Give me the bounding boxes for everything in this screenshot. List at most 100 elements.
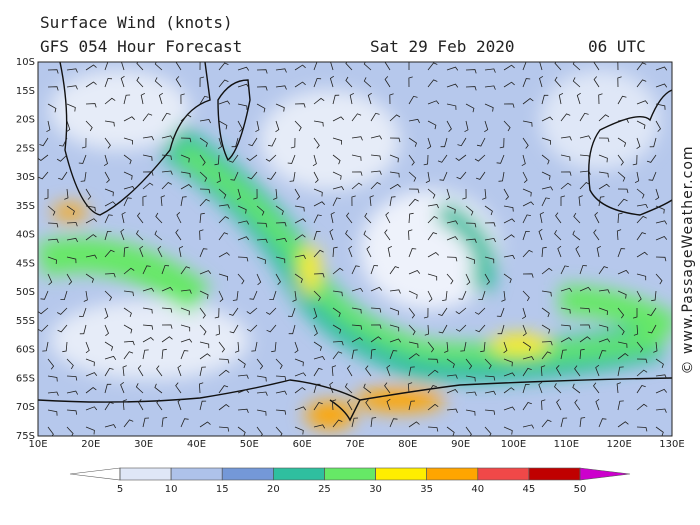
wind-barb bbox=[655, 426, 664, 436]
wind-barb bbox=[636, 358, 648, 364]
wind-barb bbox=[408, 118, 420, 124]
wind-barb bbox=[104, 367, 114, 377]
wind-barb bbox=[633, 324, 639, 336]
colorbar-bin bbox=[221, 467, 274, 481]
wind-barb bbox=[218, 341, 226, 353]
wind-barb bbox=[427, 385, 437, 394]
wind-barb bbox=[446, 220, 459, 225]
wind-barb bbox=[655, 256, 667, 262]
wind-barb bbox=[85, 188, 92, 200]
wind-barb bbox=[636, 341, 644, 353]
wind-barb bbox=[408, 290, 418, 299]
wind-barb bbox=[655, 103, 666, 110]
wind-barb bbox=[389, 289, 401, 294]
wind-barb bbox=[85, 120, 93, 132]
wind-barb bbox=[617, 248, 626, 258]
wind-barb bbox=[560, 182, 572, 190]
wind-barb bbox=[66, 205, 75, 216]
wind-barb bbox=[180, 266, 191, 275]
wind-barb bbox=[313, 324, 318, 337]
wind-barb bbox=[154, 77, 163, 88]
wind-barb bbox=[332, 94, 340, 105]
wind-barb bbox=[218, 100, 231, 105]
wind-barb bbox=[370, 324, 382, 329]
wind-barb bbox=[407, 382, 413, 394]
wind-barb bbox=[408, 366, 415, 377]
wind-barb bbox=[275, 120, 280, 133]
wind-barb bbox=[521, 154, 526, 167]
wind-barb bbox=[367, 92, 372, 105]
colorbar-label: 15 bbox=[216, 484, 229, 495]
wind-barb bbox=[351, 171, 363, 176]
wind-barb bbox=[256, 103, 266, 113]
wind-barb bbox=[370, 336, 382, 343]
wind-barb bbox=[161, 112, 171, 122]
wind-barb bbox=[655, 408, 667, 413]
wind-barb bbox=[522, 230, 530, 241]
wind-barb bbox=[579, 154, 591, 160]
wind-barb bbox=[579, 265, 587, 275]
wind-barb bbox=[522, 424, 535, 429]
wind-barb bbox=[294, 120, 302, 132]
wind-barb bbox=[498, 171, 505, 182]
wind-barb bbox=[123, 154, 132, 165]
wind-barb bbox=[294, 406, 307, 411]
wind-barb bbox=[541, 154, 550, 165]
wind-barb bbox=[199, 229, 204, 241]
wind-barb bbox=[351, 337, 363, 343]
wind-barb bbox=[655, 83, 668, 88]
wind-barb bbox=[313, 290, 321, 302]
wind-barb bbox=[351, 113, 362, 122]
wind-barb bbox=[595, 364, 600, 377]
wind-barb bbox=[294, 254, 306, 259]
wind-barb bbox=[579, 324, 591, 329]
wind-barb bbox=[478, 290, 486, 301]
wind-barb bbox=[363, 383, 372, 394]
wind-barb bbox=[85, 218, 97, 224]
wind-barb bbox=[465, 426, 472, 436]
wind-barb bbox=[313, 120, 324, 127]
wind-barb bbox=[539, 212, 544, 224]
wind-barb bbox=[538, 228, 543, 241]
wind-barb bbox=[332, 290, 343, 297]
wind-barb bbox=[66, 390, 79, 395]
wind-barb bbox=[617, 290, 627, 299]
wind-barb bbox=[237, 358, 246, 369]
wind-barb bbox=[522, 120, 533, 127]
wind-barb bbox=[332, 351, 343, 360]
wind-barb bbox=[177, 398, 182, 411]
wind-barb bbox=[598, 289, 610, 294]
wind-barb bbox=[136, 230, 144, 241]
wind-barb bbox=[617, 421, 629, 428]
wind-barb bbox=[256, 205, 265, 216]
wind-barb bbox=[218, 385, 229, 394]
wind-barb bbox=[439, 171, 448, 181]
wind-barb bbox=[592, 382, 600, 394]
wind-barb bbox=[389, 266, 400, 275]
wind-barb bbox=[265, 154, 277, 162]
wind-barb bbox=[351, 307, 362, 314]
wind-barb bbox=[47, 273, 53, 286]
wind-barb bbox=[330, 62, 334, 71]
wind-barb bbox=[655, 374, 667, 379]
wind-barb bbox=[275, 222, 287, 227]
wind-barb bbox=[137, 365, 144, 377]
wind-barb bbox=[446, 66, 459, 71]
wind-barb bbox=[484, 409, 496, 415]
wind-barb bbox=[104, 188, 114, 197]
wind-barb bbox=[389, 154, 399, 163]
wind-barb bbox=[389, 171, 400, 178]
wind-barb bbox=[427, 426, 439, 432]
colorbar-low bbox=[69, 467, 121, 481]
wind-barb bbox=[465, 256, 475, 264]
wind-barb bbox=[142, 136, 154, 141]
wind-barb bbox=[423, 307, 429, 319]
wind-barb bbox=[541, 419, 552, 428]
wind-barb bbox=[199, 324, 207, 336]
latitude-label: 70S bbox=[16, 402, 35, 413]
wind-barb bbox=[456, 171, 467, 180]
wind-barb bbox=[522, 324, 527, 337]
wind-barb bbox=[370, 348, 376, 360]
wind-barb bbox=[294, 218, 306, 224]
wind-barb bbox=[294, 64, 306, 71]
